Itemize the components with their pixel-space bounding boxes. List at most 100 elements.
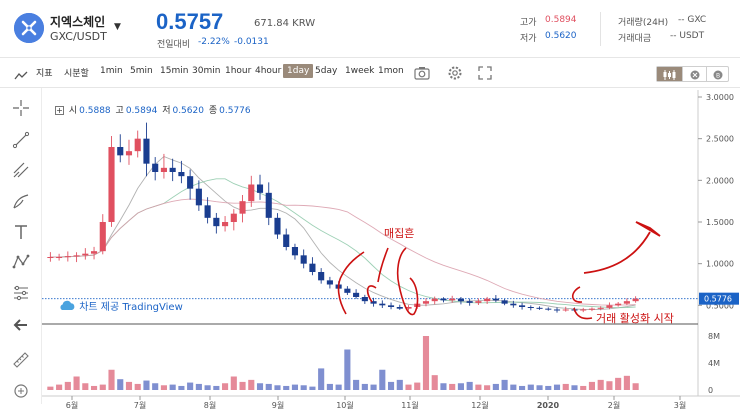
depth-view-icon[interactable]: B (706, 67, 728, 81)
volume-bar (597, 379, 604, 390)
volume-bar (623, 375, 630, 390)
line-view-icon[interactable] (682, 67, 706, 81)
zoom-icon[interactable] (11, 381, 31, 401)
gear-icon[interactable] (447, 65, 462, 80)
volume-bar (536, 385, 543, 390)
fullscreen-icon[interactable] (478, 65, 492, 80)
candle-body (256, 184, 264, 193)
volume-bar (344, 349, 351, 390)
candle-body (353, 292, 360, 297)
candle-body (195, 188, 202, 206)
candle-body (152, 163, 159, 172)
ma-mid-line (50, 178, 636, 309)
line-chart-icon[interactable] (14, 67, 28, 81)
ohlc-high: 0.5894 (125, 106, 158, 116)
volume-bar (274, 385, 281, 390)
interval-5day[interactable]: 5day (315, 66, 338, 76)
ohlc-open-label: 시 (68, 106, 78, 116)
candle-body (440, 298, 447, 301)
interval-1min[interactable]: 1min (100, 66, 123, 76)
candle-body (125, 151, 133, 156)
price-tick-label: 1.0000 (706, 260, 734, 269)
interval-30min[interactable]: 30min (192, 66, 221, 76)
volume-bar (291, 384, 299, 390)
price-krw: 671.84 KRW (254, 18, 316, 29)
interval-4hour[interactable]: 4hour (255, 66, 282, 76)
volume-bar (588, 381, 596, 390)
ohlc-toggle-icon[interactable]: + (55, 106, 64, 115)
date-tick-label: 7월 (134, 400, 146, 410)
last-price-label: 0.5776 (704, 295, 732, 304)
candle-body (134, 138, 141, 152)
ruler-icon[interactable] (11, 350, 31, 370)
accumulation-mark-2 (366, 247, 389, 303)
volume-bar (632, 383, 639, 390)
chart-view-toggle: B (656, 66, 729, 82)
price-tick-label: 2.5000 (706, 135, 734, 144)
volume-bar (361, 383, 368, 390)
pair-dropdown-icon[interactable]: ▼ (114, 22, 121, 32)
change-percent: -2.22% (198, 37, 230, 47)
candle-body (82, 253, 89, 256)
measure-icon[interactable] (11, 283, 31, 303)
volume-value: -- GXC (678, 15, 707, 25)
date-tick-label: 2월 (608, 400, 620, 410)
volume-bar (414, 382, 421, 390)
volume-bar (204, 385, 211, 390)
candle-body (56, 257, 63, 258)
candle-body (580, 309, 587, 311)
volume-bar (143, 380, 150, 390)
interval-1hour[interactable]: 1hour (225, 66, 252, 76)
crosshair-icon[interactable] (11, 98, 31, 118)
brush-icon[interactable] (11, 191, 31, 211)
text-tool-icon[interactable] (11, 222, 31, 242)
candle-body (475, 301, 482, 303)
up-trend-arrow-head (635, 221, 661, 237)
interval-1week[interactable]: 1week (345, 66, 375, 76)
interval-15min[interactable]: 15min (160, 66, 189, 76)
candle-body (274, 217, 281, 235)
volume-bar (440, 383, 447, 390)
drawing-tools-panel (0, 88, 42, 404)
volume-bar (553, 384, 561, 390)
candle-body (326, 280, 333, 285)
trendline-icon[interactable] (11, 130, 31, 150)
trading-pair[interactable]: GXC/USDT (50, 30, 107, 43)
fib-channel-icon[interactable] (11, 160, 31, 180)
volume-bar (90, 385, 98, 390)
candle-view-icon[interactable] (657, 67, 682, 81)
volume-bar (152, 383, 159, 390)
candle-body (492, 298, 499, 301)
candle-body (623, 301, 630, 304)
date-axis: 6월 7월 8월 9월 10월 11월 12월 2020 2월 3월 (66, 396, 686, 410)
camera-icon[interactable] (414, 65, 430, 80)
interval-5min[interactable]: 5min (130, 66, 153, 76)
candle-body (510, 303, 517, 306)
volume-bar (571, 385, 578, 390)
volume-bar (370, 384, 377, 390)
ohlc-legend: + 시 0.5888 고 0.5894 저 0.5620 종 0.5776 (55, 103, 253, 116)
volume-bar (300, 385, 307, 390)
volume-bar (125, 381, 133, 390)
price-axis: 3.0000 2.5000 2.0000 1.5000 1.0000 0.5000 8M 4M… (698, 93, 739, 395)
interval-1mon[interactable]: 1mon (378, 66, 404, 76)
volume-bar (405, 384, 412, 390)
volume-bar (431, 375, 438, 390)
interval-1day[interactable]: 1day (283, 64, 314, 78)
time-share-button[interactable]: 시분할 (64, 69, 89, 79)
candle-body (519, 305, 526, 307)
tradingview-attribution[interactable]: 차트 제공 TradingView (58, 298, 183, 313)
date-tick-label: 2020 (537, 401, 560, 410)
volume-bar (195, 383, 202, 390)
volume-bar (606, 381, 613, 390)
volume-bar (562, 383, 569, 390)
candle-body (405, 307, 412, 309)
arrow-left-icon[interactable] (11, 315, 31, 335)
candle-body (361, 297, 368, 302)
pattern-icon[interactable] (11, 252, 31, 272)
indicator-button[interactable]: 지표 (36, 69, 53, 79)
candle-body (387, 305, 395, 307)
low-value: 0.5620 (545, 31, 577, 41)
volume-bar (160, 385, 167, 390)
